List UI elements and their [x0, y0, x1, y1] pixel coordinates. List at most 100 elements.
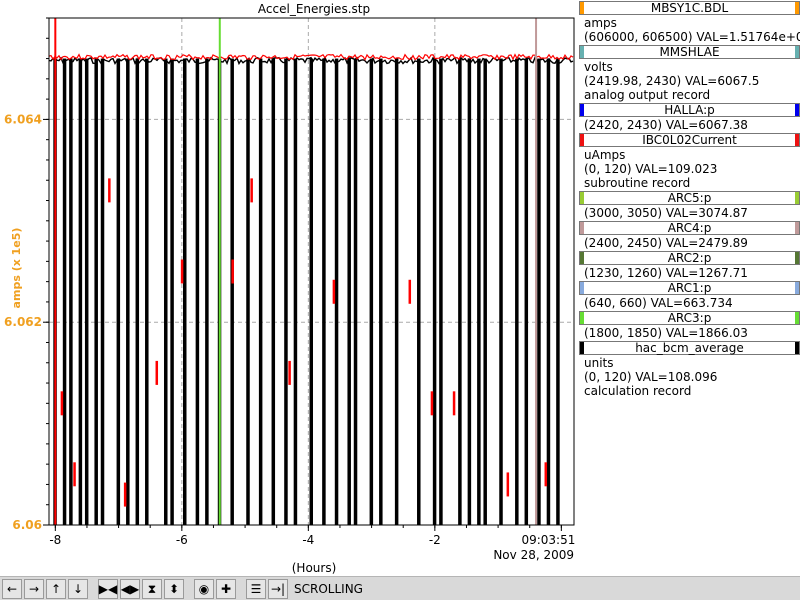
- series-dropout: [322, 58, 326, 526]
- legend-name: ARC1:p: [667, 281, 712, 295]
- legend-swatch[interactable]: ARC4:p: [579, 221, 800, 235]
- series-dropout: [182, 58, 187, 526]
- series-dropout: [62, 58, 67, 526]
- legend-item[interactable]: IBC0L02Current uAmps (0, 120) VAL=109.023 s…: [578, 133, 800, 190]
- series-dropout: [78, 58, 83, 526]
- legend-color-mark: [795, 192, 799, 204]
- series-point-red: [231, 259, 234, 284]
- plot-area[interactable]: Accel_Energies.stp amps (x 1e5) (Hours) …: [0, 0, 578, 576]
- legend-item[interactable]: ARC4:p (2400, 2450) VAL=2479.89: [578, 221, 800, 250]
- legend-swatch[interactable]: MMSHLAE: [579, 45, 800, 59]
- legend-color-mark: [580, 222, 584, 234]
- legend-detail: (606000, 606500) VAL=1.51764e+06: [584, 30, 800, 44]
- marker-layer: [54, 18, 538, 525]
- legend-swatch[interactable]: ARC3:p: [579, 311, 800, 325]
- legend-color-mark: [795, 104, 799, 116]
- legend-name: MBSY1C.BDL: [650, 1, 729, 15]
- pan-up-button[interactable]: ↑: [46, 578, 66, 599]
- series-dropout: [394, 58, 399, 526]
- series-dropout: [483, 58, 487, 526]
- legend-swatch[interactable]: MBSY1C.BDL: [579, 1, 800, 15]
- x-axis-label: (Hours): [292, 561, 337, 575]
- legend-item[interactable]: MMSHLAE volts (2419.98, 2430) VAL=6067.5 an…: [578, 45, 800, 102]
- series-dropout: [347, 58, 351, 526]
- goto-end-icon: →|: [270, 581, 286, 596]
- series-point-red: [155, 360, 159, 385]
- series-dropout: [94, 58, 98, 526]
- series-dropout: [439, 58, 443, 526]
- series-dropout: [246, 58, 250, 526]
- legend-name: HALLA:p: [664, 103, 715, 117]
- legend-swatch[interactable]: hac_bcm_average: [579, 341, 800, 355]
- legend-name: ARC2:p: [667, 251, 712, 265]
- zoom-in-y-icon: ⧗: [147, 581, 157, 596]
- legend-detail: (3000, 3050) VAL=3074.87: [584, 206, 748, 220]
- legend-name: ARC5:p: [667, 191, 712, 205]
- x-tick-label: -4: [302, 533, 314, 547]
- series-point-red: [332, 279, 336, 304]
- legend-swatch[interactable]: ARC1:p: [579, 281, 800, 295]
- legend-color-mark: [580, 342, 584, 354]
- legend-detail: calculation record: [584, 384, 692, 398]
- toolbar-buttons: ← → ↑ ↓ ▶◀ ◀▶ ⧗ ⬍ ◉ ✚ ☰ →|: [0, 578, 288, 599]
- zoom-out-y-button[interactable]: ⬍: [164, 578, 184, 599]
- legend-swatch[interactable]: ARC5:p: [579, 191, 800, 205]
- series-dropout: [353, 58, 358, 526]
- pan-left-button[interactable]: ←: [2, 578, 22, 599]
- series-point-red: [452, 391, 456, 416]
- legend-item[interactable]: ARC3:p (1800, 1850) VAL=1866.03: [578, 311, 800, 340]
- series-dropout: [293, 58, 298, 526]
- legend-color-mark: [580, 104, 584, 116]
- plot-frame: [48, 17, 575, 526]
- x-axis: -8 -6 -4 -2 09:03:51: [49, 525, 575, 547]
- legend-detail: subroutine record: [584, 176, 691, 190]
- config-icon: ☰: [250, 581, 262, 596]
- x-tick-label: -6: [176, 533, 188, 547]
- pan-right-icon: →: [28, 581, 40, 596]
- series-dropout: [164, 58, 168, 526]
- legend-color-mark: [795, 46, 799, 58]
- pan-up-icon: ↑: [50, 581, 62, 596]
- legend-swatch[interactable]: HALLA:p: [579, 103, 800, 117]
- y-tick-label: 6.064: [4, 112, 42, 126]
- legend-item[interactable]: MBSY1C.BDL amps (606000, 606500) VAL=1.517…: [578, 1, 800, 44]
- series-dropout: [116, 58, 121, 526]
- legend-item[interactable]: ARC1:p (640, 660) VAL=663.734: [578, 281, 800, 310]
- zoom-out-x-icon: ◀▶: [120, 581, 140, 596]
- legend-item[interactable]: hac_bcm_average units (0, 120) VAL=108.096…: [578, 341, 800, 398]
- auto-scale-icon: ◉: [198, 581, 210, 596]
- zoom-in-button[interactable]: ✚: [216, 578, 236, 599]
- pan-right-button[interactable]: →: [24, 578, 44, 599]
- series-point-red: [108, 178, 111, 203]
- legend-detail: (1800, 1850) VAL=1866.03: [584, 326, 748, 340]
- zoom-in-icon: ✚: [220, 581, 232, 596]
- config-button[interactable]: ☰: [246, 578, 266, 599]
- toolbar-separator: [184, 579, 192, 599]
- chart-title: Accel_Energies.stp: [258, 2, 370, 16]
- legend-name: IBC0L02Current: [642, 133, 737, 147]
- status-text: SCROLLING: [294, 581, 363, 596]
- date-label: Nov 28, 2009: [493, 548, 574, 562]
- goto-end-button[interactable]: →|: [268, 578, 288, 599]
- pan-down-button[interactable]: ↓: [68, 578, 88, 599]
- legend-color-mark: [795, 282, 799, 294]
- zoom-out-x-button[interactable]: ◀▶: [120, 578, 140, 599]
- y-axis-label: amps (x 1e5): [10, 228, 23, 309]
- legend-swatch[interactable]: IBC0L02Current: [579, 133, 800, 147]
- zoom-in-y-button[interactable]: ⧗: [142, 578, 162, 599]
- legend-name: hac_bcm_average: [635, 341, 744, 355]
- zoom-in-x-button[interactable]: ▶◀: [98, 578, 118, 599]
- legend-item[interactable]: ARC5:p (3000, 3050) VAL=3074.87: [578, 191, 800, 220]
- auto-scale-button[interactable]: ◉: [194, 578, 214, 599]
- legend-swatch[interactable]: ARC2:p: [579, 251, 800, 265]
- series-dropout: [258, 58, 263, 526]
- series-point-red: [408, 279, 412, 304]
- legend-item[interactable]: ARC2:p (1230, 1260) VAL=1267.71: [578, 251, 800, 280]
- series-point-red: [180, 259, 184, 284]
- series-dropout: [309, 58, 313, 526]
- legend-color-mark: [580, 46, 584, 58]
- series-dropout: [271, 58, 276, 526]
- legend-item[interactable]: HALLA:p (2420, 2430) VAL=6067.38: [578, 103, 800, 132]
- zoom-in-x-icon: ▶◀: [98, 581, 118, 596]
- toolbar-separator: [88, 579, 96, 599]
